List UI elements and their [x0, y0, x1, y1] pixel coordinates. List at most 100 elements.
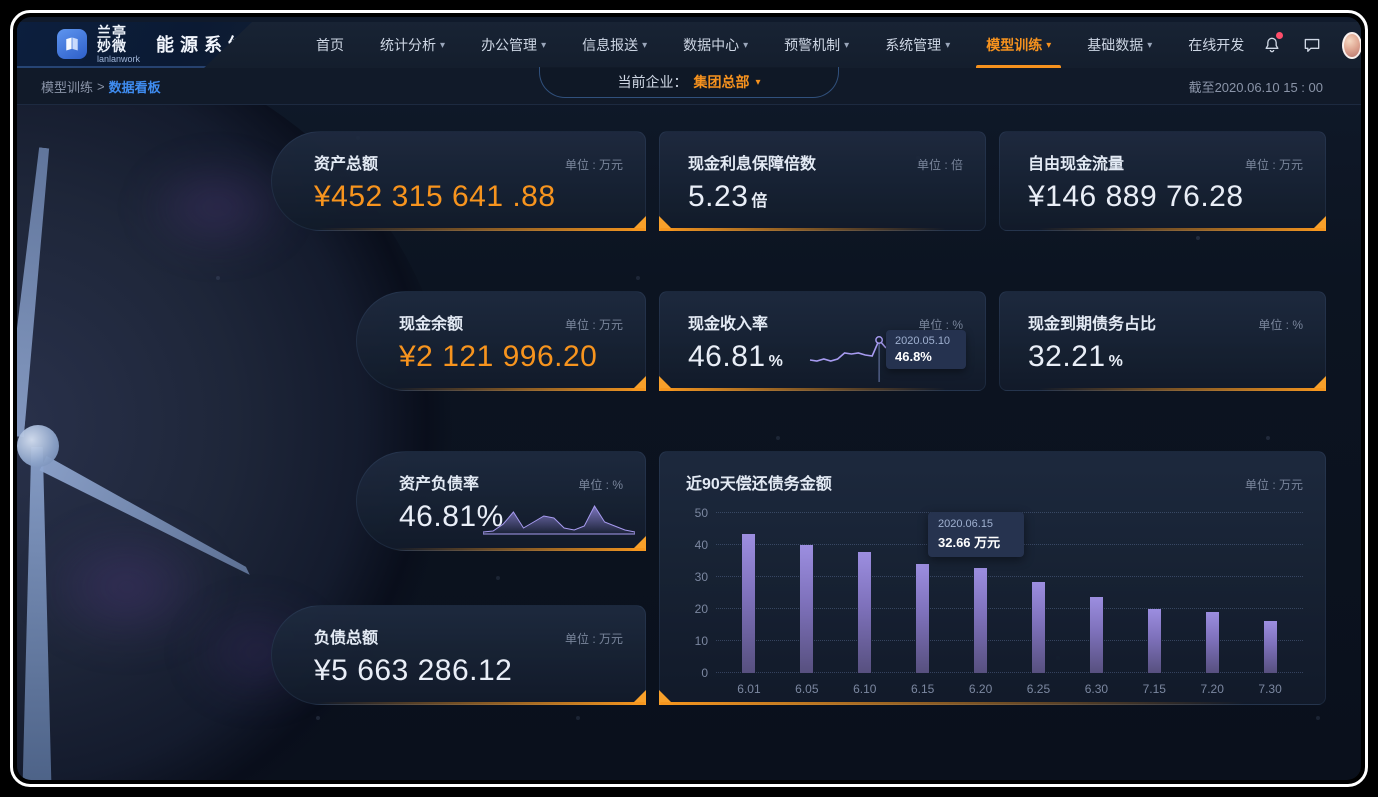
nav-item-label: 系统管理 — [885, 37, 942, 53]
card-value: 32.21% — [1028, 340, 1124, 373]
nav-item-label: 预警机制 — [784, 37, 841, 53]
bar-6.25[interactable] — [1031, 581, 1045, 673]
y-axis-tick: 10 — [694, 634, 708, 648]
bar-6.30[interactable] — [1089, 597, 1103, 673]
nav-item-label: 在线开发 — [1188, 37, 1245, 53]
chevron-down-icon: ▾ — [1147, 39, 1153, 51]
bar-slot-7.20: 7.20 — [1183, 514, 1241, 696]
header-actions: 大灰狼 ▾ — [1262, 17, 1361, 75]
book-logo-icon — [57, 29, 87, 59]
chevron-down-icon: ▾ — [642, 39, 648, 51]
company-value: 集团总部 — [693, 74, 750, 90]
card-unit: 单位 : 万元 — [564, 318, 623, 332]
card-value: 46.81% — [688, 340, 784, 373]
bar-slot-7.15: 7.15 — [1125, 514, 1183, 696]
card-cash-balance: 现金余额 单位 : 万元 ¥2 121 996.20 — [356, 291, 646, 391]
card-unit: 单位 : % — [918, 318, 963, 332]
nav-item-办公管理[interactable]: 办公管理 ▾ — [463, 22, 564, 68]
nav-item-模型训练[interactable]: 模型训练 ▾ — [968, 22, 1069, 68]
nav-item-label: 办公管理 — [481, 37, 538, 53]
tooltip-value: 46.8% — [895, 349, 932, 364]
bar-slot-6.10: 6.10 — [836, 514, 894, 696]
card-total-liabilities: 负债总额 单位 : 万元 ¥5 663 286.12 — [271, 605, 646, 705]
brand-title: 兰亭妙微 — [97, 23, 127, 54]
breadcrumb-current[interactable]: 数据看板 — [108, 79, 161, 95]
x-axis-label: 6.15 — [910, 682, 935, 696]
brand[interactable]: 兰亭妙微 lanlanwork 能源系统 — [17, 22, 252, 68]
bar-6.05[interactable] — [800, 545, 814, 673]
bar-7.30[interactable] — [1263, 620, 1277, 673]
card-unit: 单位 : 万元 — [564, 158, 623, 172]
card-value: ¥2 121 996.20 — [399, 340, 598, 373]
card-unit: 单位 : % — [578, 478, 623, 492]
company-selector[interactable]: 当前企业： 集团总部 ▾ — [539, 67, 839, 98]
card-title: 资产总额 — [314, 156, 379, 173]
card-unit: 单位 : 倍 — [916, 158, 963, 172]
notification-bell-icon[interactable] — [1262, 32, 1284, 56]
nav-item-首页[interactable]: 首页 — [298, 22, 362, 68]
chart-tooltip: 2020.06.15 32.66 万元 — [928, 512, 1024, 557]
bar-slot-6.30: 6.30 — [1067, 514, 1125, 696]
chevron-down-icon: ▾ — [1046, 39, 1052, 51]
y-axis-tick: 40 — [694, 538, 708, 552]
main-nav: 首页 统计分析 ▾ 办公管理 ▾ 信息报送 ▾ 数据中心 ▾ 预警机制 ▾ 系统管理 ▾ 模型训练 ▾ 基础数… — [298, 22, 1262, 68]
chevron-down-icon: ▾ — [945, 39, 951, 51]
breadcrumb: 模型训练 > 数据看板 — [41, 68, 161, 104]
card-title: 自由现金流量 — [1028, 156, 1125, 173]
tooltip-date: 2020.06.15 — [938, 518, 994, 530]
card-title: 现金收入率 — [688, 316, 769, 333]
notification-badge — [1276, 32, 1284, 39]
x-axis-label: 6.01 — [737, 682, 761, 696]
bar-6.20[interactable] — [974, 568, 988, 673]
card-title: 现金到期债务占比 — [1028, 316, 1157, 333]
card-unit: 单位 : 万元 — [1244, 158, 1303, 172]
x-axis-label: 6.25 — [1026, 682, 1051, 696]
nav-item-预警机制[interactable]: 预警机制 ▾ — [766, 22, 867, 68]
chevron-down-icon: ▾ — [743, 39, 749, 51]
nav-item-基础数据[interactable]: 基础数据 ▾ — [1069, 22, 1170, 68]
data-timestamp: 截至2020.06.10 15 : 00 — [1188, 79, 1323, 95]
card-title: 现金余额 — [399, 316, 464, 333]
chevron-down-icon: ▾ — [755, 76, 761, 88]
bar-slot-6.01: 6.01 — [720, 514, 778, 696]
tooltip-value: 32.66 万元 — [938, 535, 1001, 550]
card-unit: 单位 : 万元 — [564, 632, 623, 646]
tooltip-date: 2020.05.10 — [895, 335, 951, 347]
bar-slot-6.25: 6.25 — [1010, 514, 1068, 696]
card-unit: 单位 : % — [1258, 318, 1303, 332]
bar-6.01[interactable] — [742, 534, 756, 673]
bar-slot-7.30: 7.30 — [1241, 514, 1299, 696]
subbar: 模型训练 > 数据看板 当前企业： 集团总部 ▾ 截至2020.06.10 15… — [17, 67, 1361, 105]
bar-6.10[interactable] — [858, 552, 872, 673]
card-debt-repayment-chart: 近90天偿还债务金额 单位 : 万元 0 10 20 30 40 50 6.01 6.05 6… — [659, 451, 1326, 705]
breadcrumb-parent[interactable]: 模型训练 — [41, 79, 94, 95]
card-total-assets: 资产总额 单位 : 万元 ¥452 315 641 .88 — [271, 131, 646, 231]
card-value: ¥452 315 641 .88 — [314, 180, 556, 213]
y-axis-tick: 30 — [694, 570, 708, 584]
nav-item-系统管理[interactable]: 系统管理 ▾ — [867, 22, 968, 68]
card-cash-interest-coverage: 现金利息保障倍数 单位 : 倍 5.23 倍 — [659, 131, 986, 231]
card-cash-income-rate: 现金收入率 单位 : % 46.81% 2020.05.10 46.8% — [659, 291, 986, 391]
gridline: 0 — [701, 666, 1303, 680]
nav-item-统计分析[interactable]: 统计分析 ▾ — [362, 22, 463, 68]
nav-item-label: 信息报送 — [582, 37, 639, 53]
chart-unit: 单位 : 万元 — [1244, 478, 1303, 492]
chevron-down-icon: ▾ — [844, 39, 850, 51]
card-asset-liability-ratio: 资产负债率 单位 : % 46.81% — [356, 451, 646, 551]
chart-title: 近90天偿还债务金额 — [686, 476, 832, 493]
x-axis-label: 6.10 — [853, 682, 877, 696]
x-axis-label: 7.30 — [1258, 682, 1282, 696]
nav-item-数据中心[interactable]: 数据中心 ▾ — [665, 22, 766, 68]
user-avatar[interactable] — [1342, 31, 1361, 59]
bar-7.20[interactable] — [1205, 612, 1219, 673]
nav-item-label: 基础数据 — [1087, 37, 1144, 53]
bar-6.15[interactable] — [916, 564, 930, 673]
sparkline-chart — [806, 330, 902, 382]
nav-item-在线开发[interactable]: 在线开发 — [1170, 22, 1262, 68]
chevron-down-icon: ▾ — [541, 39, 547, 51]
bar-7.15[interactable] — [1147, 609, 1161, 673]
dashboard: 资产总额 单位 : 万元 ¥452 315 641 .88 现金利息保障倍数 单… — [17, 17, 1361, 780]
nav-item-label: 统计分析 — [380, 37, 437, 53]
nav-item-信息报送[interactable]: 信息报送 ▾ — [564, 22, 665, 68]
message-bubble-icon[interactable] — [1302, 34, 1322, 56]
